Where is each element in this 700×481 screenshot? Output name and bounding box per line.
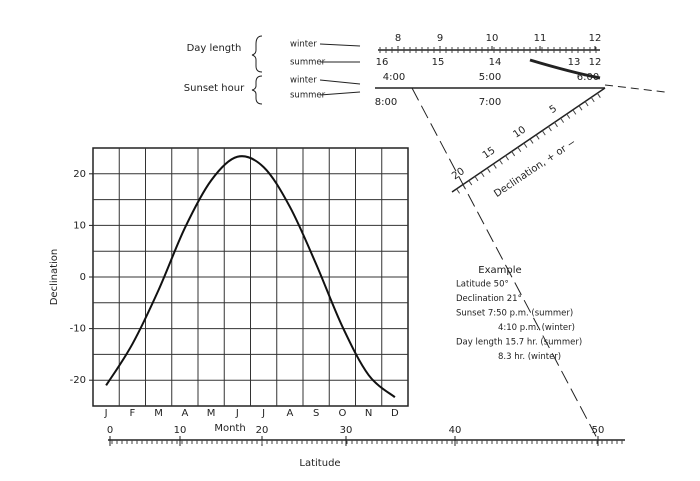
tick-label: 6:00 [577,72,599,83]
x-tick-label: D [391,408,399,419]
tick-label: 5:00 [479,72,501,83]
tick-label: 40 [449,425,462,436]
minor-tick [547,126,552,132]
minor-tick [529,138,534,144]
minor-tick [456,188,461,194]
minor-tick [480,171,485,178]
minor-tick [554,122,558,128]
tick-label: 15 [432,57,445,68]
minor-tick [590,97,595,103]
summer-label: summer [290,58,326,68]
minor-tick [486,167,491,173]
x-tick-label: A [181,408,188,419]
example-line: 8.3 hr. (winter) [498,352,561,362]
example-line: Sunset 7:50 p.m. (summer) [456,309,573,319]
example-line: Day length 15.7 hr. (summer) [456,338,582,348]
minor-tick [572,109,577,115]
tick-label: 15 [481,145,498,161]
minor-tick [505,155,509,161]
winter-label: winter [290,76,317,86]
minor-tick [560,117,565,123]
tick-label: 12 [589,33,602,44]
y-tick-label: 20 [73,169,86,180]
tick-label: 14 [489,57,502,68]
x-tick-label: S [313,408,319,419]
latitude-label: Latitude [299,458,340,469]
minor-tick [523,142,528,148]
minor-tick [578,105,583,111]
minor-tick [596,92,601,98]
tick-label: 30 [340,425,353,436]
tick-label: 9 [437,33,443,44]
tick-label: 0 [107,425,113,436]
x-tick-label: N [365,408,372,419]
y-tick-label: 10 [73,220,86,231]
tick-label: 50 [592,425,605,436]
minor-tick [468,180,473,186]
winter-label: winter [290,40,317,50]
y-tick-label: 0 [80,272,86,283]
minor-tick [499,159,503,165]
tick-label: 16 [376,57,389,68]
minor-tick [584,101,589,107]
example-line: Latitude 50° [456,280,509,290]
minor-tick [474,176,479,182]
x-tick-label: A [286,408,293,419]
y-tick-label: -10 [70,324,86,335]
tick-label: 8:00 [375,97,397,108]
x-tick-label: J [104,408,108,419]
tick-label: 8 [395,33,401,44]
tick-label: 10 [174,425,187,436]
example-line: Declination 21° [456,294,522,304]
tick-label: 11 [534,33,547,44]
minor-tick [462,184,467,190]
minor-tick [566,113,571,119]
y-axis-label: Declination [49,249,60,306]
tick-label: 13 [568,57,581,68]
example-title: Example [478,265,521,276]
tick-label: 7:00 [479,97,501,108]
example-line: 4:10 p.m. (winter) [498,323,575,333]
declination-scale-label: Declination, + or − [492,137,578,200]
tick-label: 4:00 [383,72,405,83]
x-tick-label: J [235,408,239,419]
x-axis-label: Month [214,423,245,434]
minor-tick [492,163,497,169]
minor-tick [511,151,516,157]
tick-label: 12 [589,57,602,68]
y-tick-label: -20 [70,375,86,386]
x-tick-label: J [261,408,265,419]
sunset-hour-label: Sunset hour [184,83,245,94]
summer-label: summer [290,91,326,101]
minor-tick [541,130,546,136]
declination-curve [105,155,396,399]
day-length-label: Day length [187,43,242,54]
x-tick-label: M [154,408,163,419]
x-tick-label: M [207,408,216,419]
tick-label: 10 [486,33,499,44]
x-tick-label: O [338,408,346,419]
tick-label: 10 [511,124,528,140]
tick-label: 20 [256,425,269,436]
minor-tick [517,147,522,153]
minor-tick [535,134,540,140]
x-tick-label: F [129,408,135,419]
tick-label: 5 [548,103,559,116]
tick-label: 20 [450,166,467,182]
